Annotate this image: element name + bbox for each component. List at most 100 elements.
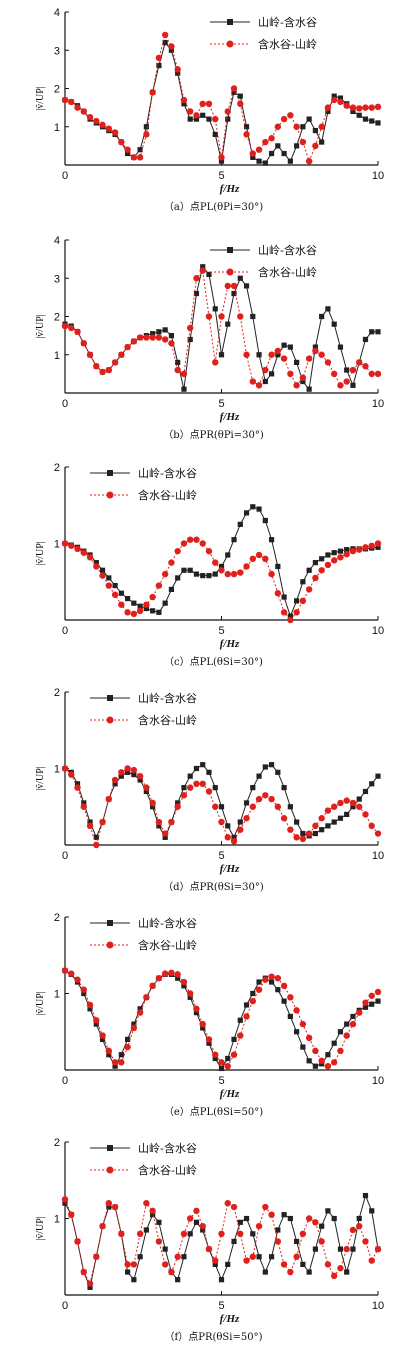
data-point bbox=[281, 594, 287, 600]
data-point bbox=[362, 999, 369, 1006]
data-point bbox=[262, 366, 269, 374]
data-point bbox=[199, 267, 206, 274]
data-point bbox=[193, 112, 200, 119]
data-point bbox=[130, 610, 138, 618]
data-point bbox=[268, 762, 275, 768]
data-point bbox=[212, 306, 218, 312]
data-point bbox=[162, 600, 168, 606]
data-point bbox=[99, 368, 106, 376]
data-point bbox=[343, 797, 350, 804]
data-point bbox=[268, 570, 275, 578]
data-point bbox=[293, 1007, 300, 1014]
data-point bbox=[187, 116, 193, 122]
data-point bbox=[312, 560, 318, 566]
legend-marker bbox=[227, 19, 233, 25]
data-point bbox=[136, 1009, 144, 1016]
data-point bbox=[200, 573, 206, 579]
data-point bbox=[200, 1025, 206, 1031]
data-point bbox=[280, 1261, 288, 1268]
data-point bbox=[262, 138, 269, 146]
data-point bbox=[368, 542, 375, 549]
data-point bbox=[362, 811, 369, 818]
data-point bbox=[131, 1021, 137, 1027]
data-point bbox=[86, 1001, 94, 1009]
data-point bbox=[312, 347, 319, 355]
data-point bbox=[230, 85, 238, 92]
data-point bbox=[212, 785, 218, 791]
data-point bbox=[118, 590, 124, 596]
y-tick-label: 1 bbox=[54, 539, 60, 551]
series-1 bbox=[61, 31, 382, 165]
data-point bbox=[199, 780, 206, 787]
legend-marker bbox=[107, 1145, 113, 1151]
data-point bbox=[249, 997, 256, 1005]
data-point bbox=[218, 1230, 225, 1237]
data-point bbox=[105, 1047, 113, 1055]
data-point bbox=[318, 1057, 325, 1065]
data-point bbox=[287, 112, 294, 119]
x-axis-label: f/Hz bbox=[220, 1088, 240, 1100]
data-point bbox=[143, 131, 150, 138]
data-point bbox=[106, 1052, 112, 1058]
data-point bbox=[319, 827, 325, 833]
data-point bbox=[230, 1203, 238, 1211]
data-point bbox=[224, 834, 231, 841]
data-point bbox=[205, 1036, 213, 1043]
data-point bbox=[243, 124, 250, 130]
x-tick-label: 5 bbox=[218, 170, 224, 182]
data-point bbox=[156, 1219, 162, 1225]
data-point bbox=[356, 1222, 363, 1230]
y-axis-label: |ṽ/UP| bbox=[35, 991, 46, 1016]
data-point bbox=[375, 544, 381, 550]
data-point bbox=[111, 359, 119, 366]
data-point bbox=[218, 567, 225, 574]
data-point bbox=[118, 769, 125, 776]
data-point bbox=[262, 976, 269, 983]
data-point bbox=[368, 370, 375, 378]
data-point bbox=[337, 799, 344, 807]
data-point bbox=[287, 994, 294, 1001]
data-point bbox=[181, 101, 187, 107]
data-point bbox=[112, 1063, 118, 1069]
data-point bbox=[175, 70, 181, 76]
data-point bbox=[230, 1051, 238, 1058]
data-point bbox=[243, 1013, 250, 1020]
chart-panel-2: 0 5 10 1 2 |ṽ/UP| f/Hz （c）点PL(θSi=30°) 山岭-含水谷 含水谷… bbox=[0, 455, 418, 680]
data-point bbox=[193, 1005, 200, 1012]
data-point bbox=[312, 1063, 318, 1069]
data-point bbox=[87, 819, 93, 825]
data-point bbox=[312, 142, 319, 150]
data-point bbox=[61, 540, 69, 547]
data-point bbox=[187, 994, 193, 1000]
data-point bbox=[74, 104, 81, 111]
data-point bbox=[294, 598, 300, 604]
data-point bbox=[99, 1222, 106, 1230]
data-point bbox=[319, 139, 325, 145]
data-point bbox=[243, 131, 250, 138]
data-point bbox=[205, 100, 213, 108]
data-point bbox=[125, 595, 131, 602]
data-point bbox=[230, 282, 238, 290]
data-point bbox=[250, 990, 256, 997]
data-point bbox=[193, 275, 200, 282]
data-point bbox=[187, 324, 194, 332]
data-point bbox=[212, 115, 219, 123]
data-point bbox=[118, 601, 125, 608]
data-point bbox=[237, 313, 244, 320]
data-point bbox=[319, 556, 325, 562]
data-point bbox=[350, 804, 356, 810]
data-point bbox=[218, 1059, 225, 1066]
y-tick-label: 2 bbox=[54, 912, 60, 924]
data-point bbox=[149, 982, 156, 990]
data-point bbox=[112, 582, 118, 589]
data-point bbox=[268, 150, 275, 157]
data-point bbox=[130, 1261, 138, 1268]
series-1 bbox=[61, 267, 382, 389]
data-point bbox=[287, 804, 293, 810]
data-point bbox=[362, 788, 369, 795]
data-point bbox=[93, 1017, 100, 1024]
data-point bbox=[130, 766, 138, 774]
x-tick-label: 0 bbox=[62, 1075, 68, 1087]
data-point bbox=[168, 969, 175, 977]
